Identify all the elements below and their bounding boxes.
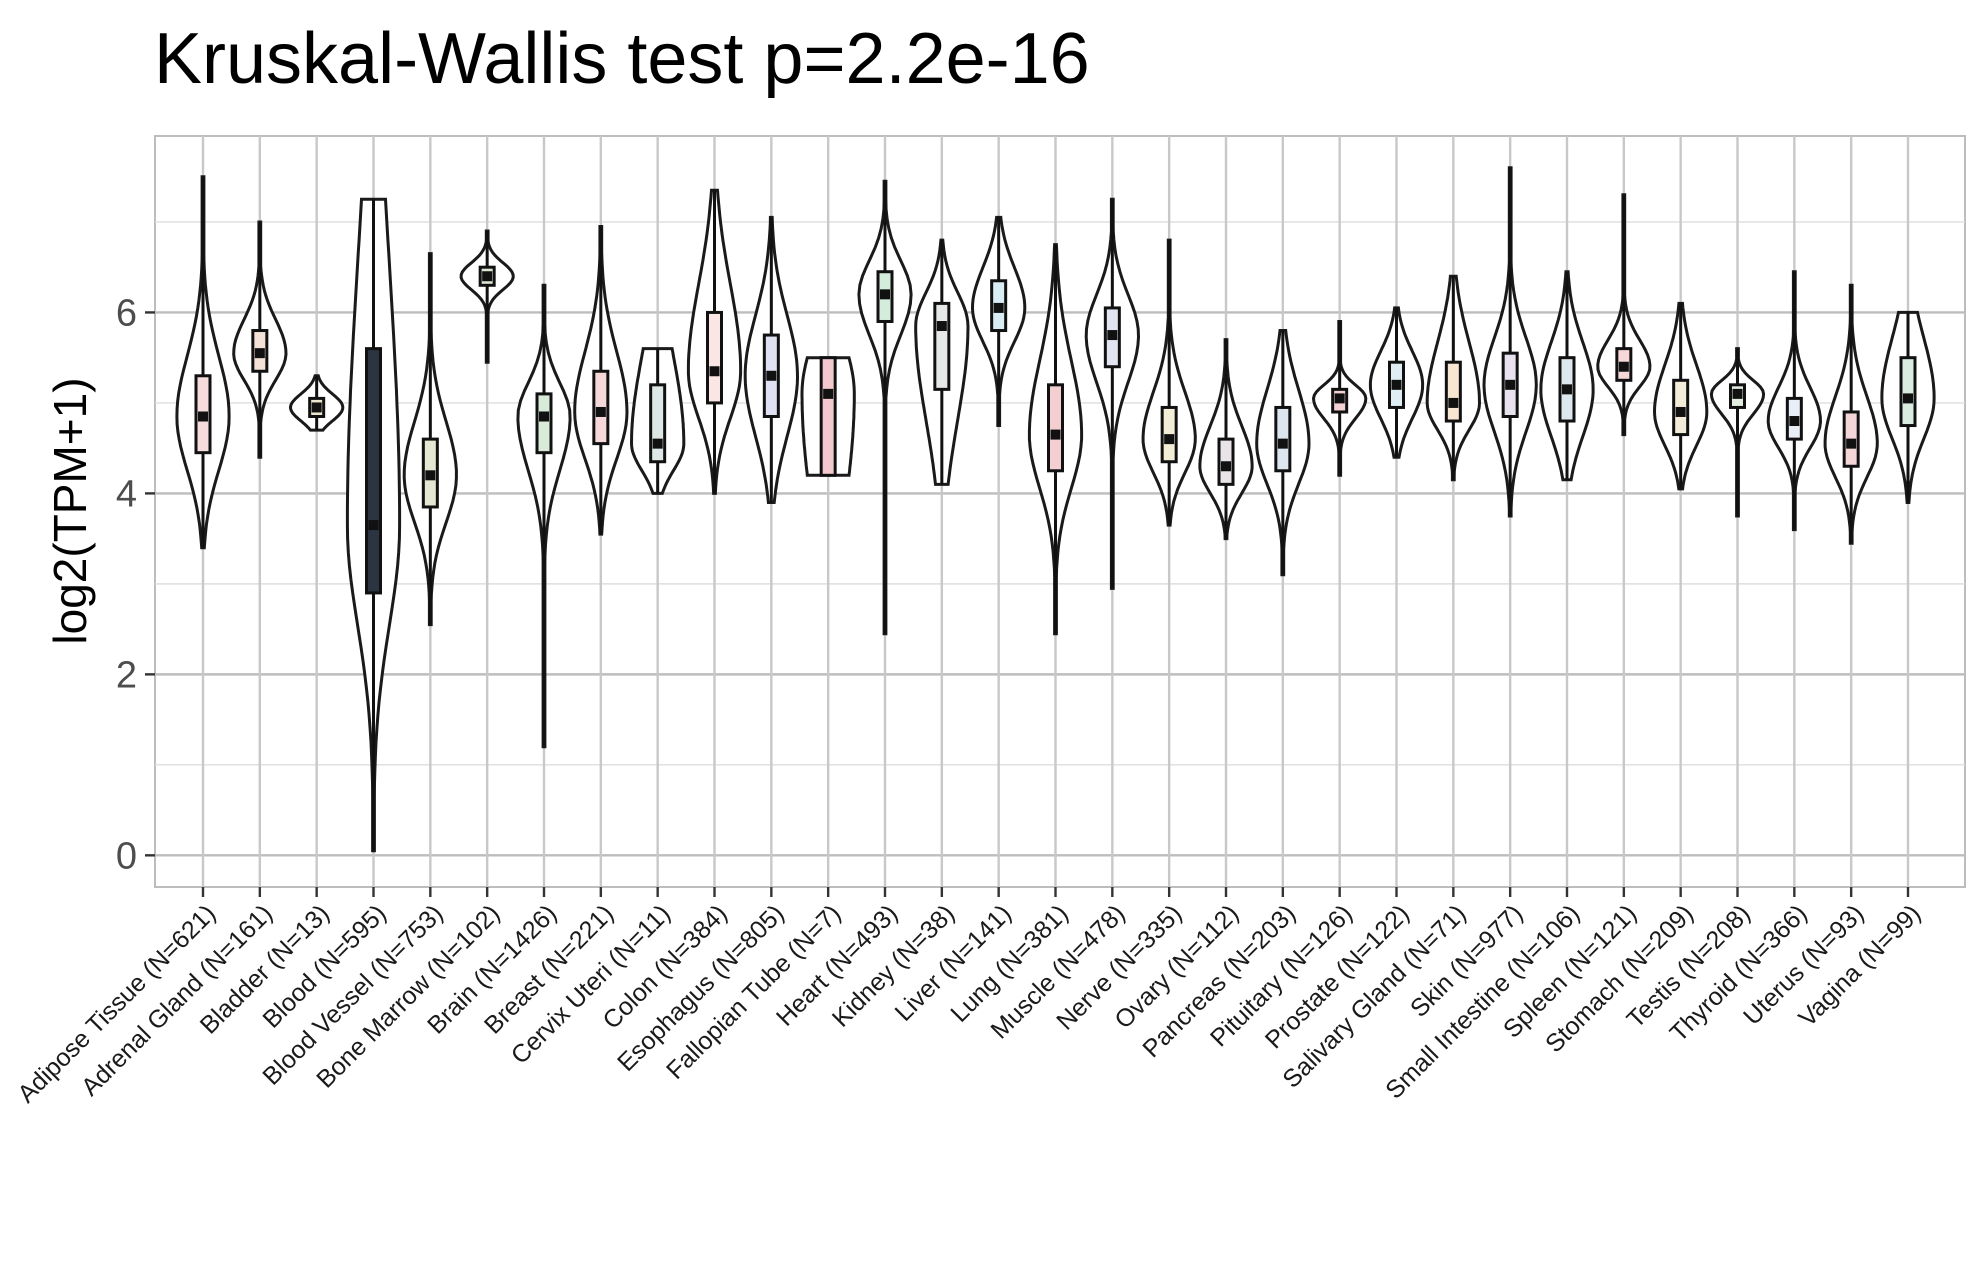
median-marker [198,411,208,422]
median-marker [311,402,322,413]
y-axis-title: log2(TPM+1) [44,377,96,644]
violin-group [800,356,856,477]
median-marker [425,470,436,481]
y-axis-ticks: 0 2 4 6 [116,292,155,877]
median-marker [766,370,777,381]
median-marker [1334,393,1345,404]
violin-group [1084,197,1141,590]
violin-group [1141,238,1197,527]
median-marker [1789,416,1800,427]
y-tick-label: 0 [116,835,137,877]
median-marker [823,388,834,399]
box [819,356,837,477]
box [365,347,382,595]
violin-group [1198,338,1254,541]
box [649,383,667,464]
violin-group [1823,283,1879,545]
y-tick-label: 2 [116,654,137,696]
box [1047,383,1064,473]
violin-group [1311,320,1368,477]
violin-group [1425,274,1482,482]
median-marker [1675,406,1686,417]
median-marker [1732,388,1743,399]
violin-group [743,215,800,504]
median-marker [1221,461,1231,472]
median-marker [880,289,890,300]
median-marker [1050,429,1061,440]
median-marker [254,348,265,359]
violin-group [686,188,743,495]
median-marker [1562,384,1572,395]
violin-group [516,283,572,749]
violin-group [1482,166,1538,518]
y-tick-label: 6 [116,292,137,334]
violin-group [914,238,970,486]
violin-group [1255,329,1311,577]
median-marker [482,271,493,282]
median-marker [1846,438,1857,449]
violin-group [1539,270,1595,482]
median-marker [709,366,720,377]
violin-group [1596,193,1652,437]
median-marker [368,520,379,531]
violin-group [1027,243,1084,636]
box [933,301,951,391]
median-marker [1391,379,1402,390]
median-marker [1505,379,1516,390]
violin-group [1880,310,1936,504]
box [706,310,723,405]
box [1444,360,1462,423]
violin-group [288,374,345,432]
violin-group [459,229,515,364]
violin-group [1652,301,1709,491]
median-marker [652,438,663,449]
violin-group [629,347,686,495]
median-marker [1164,434,1175,445]
median-marker [539,411,549,422]
median-marker [1448,397,1459,408]
violin-group [1766,270,1823,532]
median-marker [1107,330,1118,341]
y-tick-label: 4 [116,473,137,515]
violin-group [970,215,1027,427]
box [1899,356,1917,428]
violin-group [1368,306,1425,459]
median-marker [1277,438,1288,449]
median-marker [936,321,947,332]
violin-group [1709,347,1766,518]
violin-group [857,179,913,636]
median-marker [595,406,606,417]
median-marker [993,302,1004,313]
chart-title: Kruskal-Wallis test p=2.2e-16 [154,19,1090,99]
x-axis-ticks: Adipose Tissue (N=621)Adrenal Gland (N=1… [12,887,1926,1108]
violin-group [345,197,402,853]
violin-group [402,252,458,627]
violin-group [175,175,231,550]
violins [175,166,1936,853]
box [535,392,553,455]
median-marker [1618,361,1629,372]
violin-group [232,220,288,459]
median-marker [1903,393,1913,404]
violin-group [573,225,629,536]
